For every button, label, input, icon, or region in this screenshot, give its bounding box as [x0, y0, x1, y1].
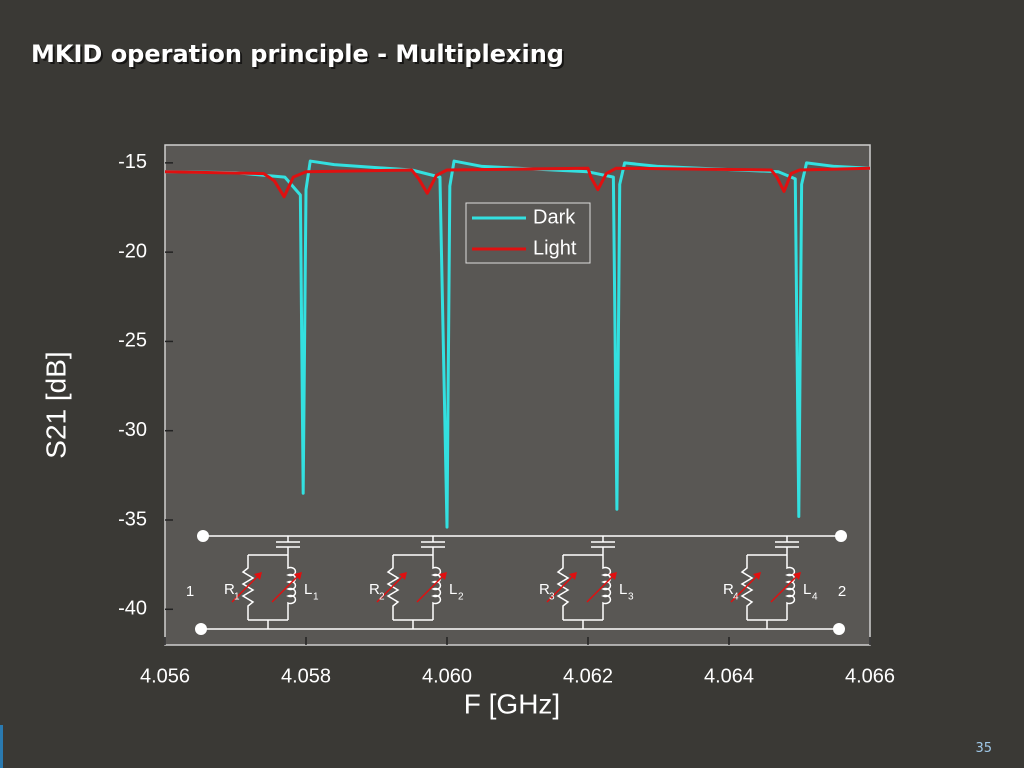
port-label: 1: [186, 583, 194, 600]
terminal: [197, 530, 209, 542]
inductor-subscript: 1: [313, 592, 319, 603]
terminal: [195, 623, 207, 635]
data-line: [164, 166, 871, 199]
tuning-arrow: [376, 573, 406, 603]
inductor: [785, 555, 796, 620]
inductor: [601, 555, 612, 620]
arrow-head: [609, 572, 617, 580]
inductor-label: L: [449, 581, 457, 598]
wire: [248, 554, 288, 629]
inductor-subscript: 2: [458, 592, 464, 603]
arrow-head: [439, 572, 447, 580]
tuning-arrow: [416, 573, 446, 603]
port-label: 2: [838, 583, 846, 600]
data-line: [164, 159, 871, 529]
tuning-arrow: [271, 573, 301, 603]
y-tick-label: -15: [118, 151, 147, 173]
inductor-label: L: [803, 581, 811, 598]
y-tick-label: -25: [118, 330, 147, 352]
arrow-head: [793, 572, 801, 580]
y-tick-label: -30: [118, 419, 147, 441]
inductor-label: L: [619, 581, 627, 598]
legend-box: [465, 202, 591, 264]
x-tick-label: 4.064: [704, 665, 754, 687]
x-tick-label: 4.066: [845, 665, 895, 687]
circuit: 1 2R 1 L 1 R 2 L 2 R 3 L 3 R 4 L 4: [186, 530, 847, 635]
x-tick-label: 4.062: [563, 665, 613, 687]
tuning-arrow: [730, 573, 760, 603]
resistor-label: R: [224, 581, 235, 598]
arrow-head: [254, 572, 262, 580]
inductor-label: L: [304, 581, 312, 598]
resistor-subscript: 1: [234, 592, 240, 603]
terminal: [835, 530, 847, 542]
resistor-subscript: 4: [733, 592, 739, 603]
tuning-arrow: [546, 573, 576, 603]
legend-label: Dark: [533, 206, 576, 228]
arrow-head: [399, 572, 407, 580]
arrow-head: [753, 572, 761, 580]
slide-title: MKID operation principle - Multiplexing: [31, 40, 564, 68]
page-number: 35: [975, 741, 992, 756]
y-tick-label: -35: [118, 508, 147, 530]
x-tick-label: 4.058: [281, 665, 331, 687]
edge-accent: [0, 725, 3, 768]
y-axis-label: S21 [dB]: [40, 351, 71, 458]
x-tick-label: 4.060: [422, 665, 472, 687]
y-tick-label: -40: [118, 598, 147, 620]
inductor-subscript: 3: [628, 592, 634, 603]
wire: [747, 554, 787, 629]
y-tick-label: -20: [118, 240, 147, 262]
x-tick-label: 4.056: [140, 665, 190, 687]
slide-title-shadow: MKID operation principle - Multiplexing: [33, 42, 566, 70]
legend-label: Light: [533, 237, 577, 259]
inductor-subscript: 4: [812, 592, 818, 603]
resistor-label: R: [723, 581, 734, 598]
tuning-arrow: [770, 573, 800, 603]
resistor-label: R: [539, 581, 550, 598]
tuning-arrow: [586, 573, 616, 603]
inductor: [286, 555, 297, 620]
resistor-label: R: [369, 581, 380, 598]
arrow-head: [569, 572, 577, 580]
wire: [393, 554, 433, 629]
resistor-subscript: 3: [549, 592, 555, 603]
inductor: [431, 555, 442, 620]
x-axis-label: F [GHz]: [464, 688, 560, 719]
tuning-arrow: [231, 573, 261, 603]
terminal: [833, 623, 845, 635]
wire: [563, 554, 603, 629]
arrow-head: [294, 572, 302, 580]
resistor-subscript: 2: [379, 592, 385, 603]
